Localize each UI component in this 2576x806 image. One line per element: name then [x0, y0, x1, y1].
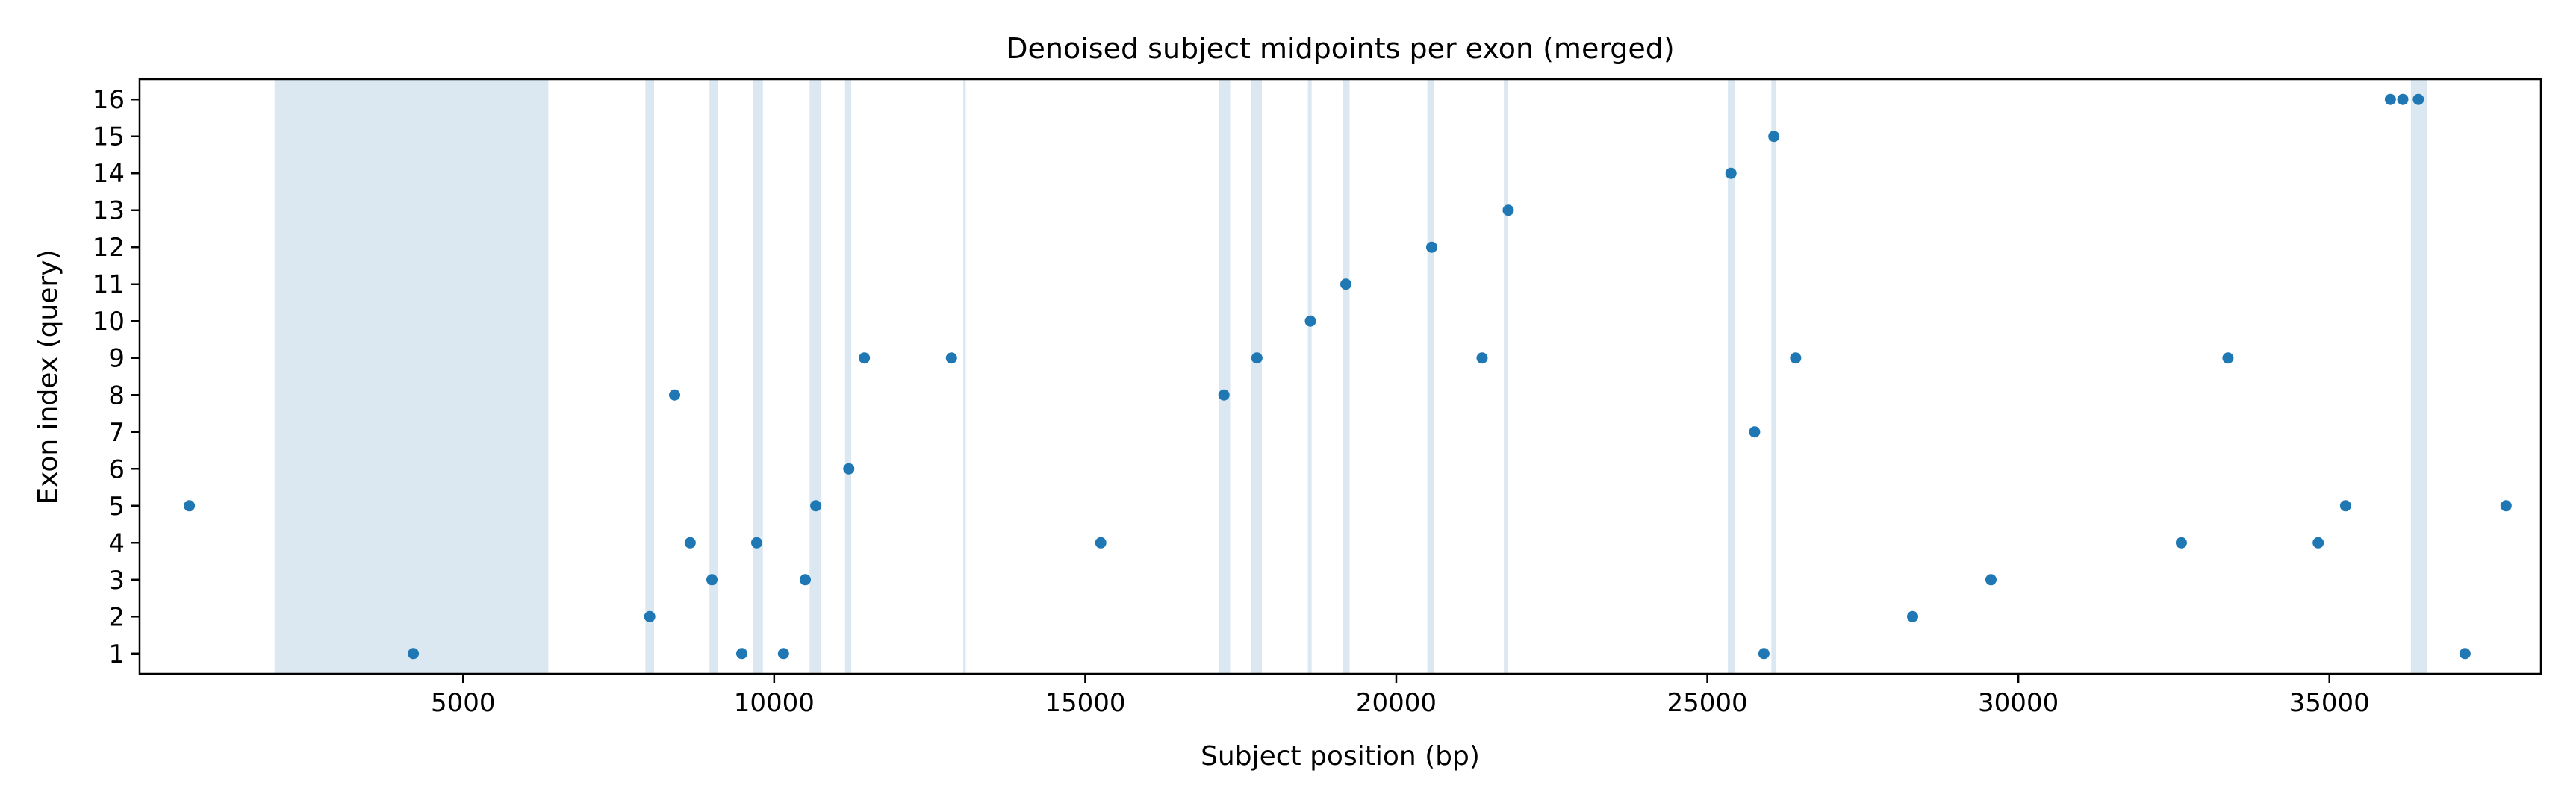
y-tick-label: 14	[93, 159, 125, 189]
data-point	[644, 610, 656, 622]
data-point	[669, 389, 681, 401]
data-point	[1790, 352, 1802, 364]
data-point	[750, 537, 762, 549]
x-axis-label: Subject position (bp)	[1201, 741, 1480, 772]
y-tick-label: 11	[93, 270, 125, 300]
data-points	[184, 93, 2512, 660]
data-point	[2459, 648, 2471, 660]
data-point	[408, 648, 420, 660]
data-point	[2412, 93, 2424, 105]
highlight-band	[1771, 79, 1776, 674]
data-point	[1758, 648, 1770, 660]
data-point	[810, 500, 822, 512]
data-point	[735, 648, 747, 660]
highlight-band	[1219, 79, 1231, 674]
y-tick-label: 15	[93, 122, 125, 152]
y-tick-label: 9	[108, 344, 125, 374]
data-point	[2397, 93, 2409, 105]
highlight-band	[274, 79, 549, 674]
plot-area	[138, 78, 2542, 675]
data-point	[945, 352, 957, 364]
data-point	[843, 463, 855, 475]
data-point	[1749, 426, 1761, 438]
data-point	[1476, 352, 1488, 364]
highlight-band	[844, 79, 852, 674]
data-point	[1340, 278, 1351, 290]
highlight-band	[1251, 79, 1263, 674]
highlight-band	[1427, 79, 1434, 674]
x-tick-label: 10000	[734, 688, 815, 718]
y-tick-label: 6	[108, 454, 125, 484]
data-point	[1218, 389, 1230, 401]
x-tick-label: 35000	[2289, 688, 2370, 718]
data-point	[684, 537, 696, 549]
data-point	[706, 574, 718, 586]
highlight-band	[709, 79, 718, 674]
data-point	[2500, 500, 2512, 512]
data-point	[1251, 352, 1263, 364]
data-point	[777, 648, 789, 660]
x-tick-label: 25000	[1667, 688, 1747, 718]
y-axis-label: Exon index (query)	[33, 249, 63, 504]
chart-title: Denoised subject midpoints per exon (mer…	[1006, 32, 1674, 65]
highlight-band	[1504, 79, 1508, 674]
y-tick-label: 2	[108, 602, 125, 632]
y-tick-label: 16	[93, 85, 125, 115]
y-tick-label: 13	[93, 196, 125, 226]
data-point	[1725, 167, 1737, 179]
data-point	[1502, 204, 1514, 216]
highlight-band	[809, 79, 822, 674]
highlight-band	[2410, 79, 2427, 674]
x-tick-label: 20000	[1356, 688, 1437, 718]
highlight-bands	[274, 79, 2427, 674]
plot-frame	[138, 78, 2542, 675]
x-axis: 5000 10000 15000 20000 25000 30000 35000	[431, 674, 2370, 718]
y-tick-label: 8	[108, 381, 125, 410]
data-point	[1095, 537, 1107, 549]
data-point	[2384, 93, 2396, 105]
highlight-band	[963, 79, 966, 674]
highlight-band	[1307, 79, 1312, 674]
x-tick-label: 30000	[1978, 688, 2059, 718]
data-point	[1304, 315, 1316, 327]
y-tick-label: 3	[108, 566, 125, 596]
data-point	[184, 500, 196, 512]
highlight-band	[1343, 79, 1350, 674]
y-tick-label: 7	[108, 418, 125, 448]
data-point	[1907, 610, 1919, 622]
data-point	[1768, 131, 1780, 143]
y-tick-label: 1	[108, 640, 125, 669]
data-point	[1425, 241, 1437, 253]
y-tick-label: 12	[93, 233, 125, 263]
data-point	[2312, 537, 2324, 549]
data-point	[859, 352, 871, 364]
data-point	[2339, 500, 2351, 512]
x-tick-label: 15000	[1045, 688, 1125, 718]
highlight-band	[645, 79, 655, 674]
highlight-band	[1728, 79, 1735, 674]
data-point	[2222, 352, 2234, 364]
data-point	[2175, 537, 2187, 549]
x-tick-label: 5000	[431, 688, 496, 718]
highlight-band	[753, 79, 763, 674]
data-point	[1985, 574, 1997, 586]
y-tick-label: 5	[108, 492, 125, 522]
y-tick-label: 10	[93, 307, 125, 337]
y-tick-label: 4	[108, 528, 125, 558]
data-point	[799, 574, 811, 586]
